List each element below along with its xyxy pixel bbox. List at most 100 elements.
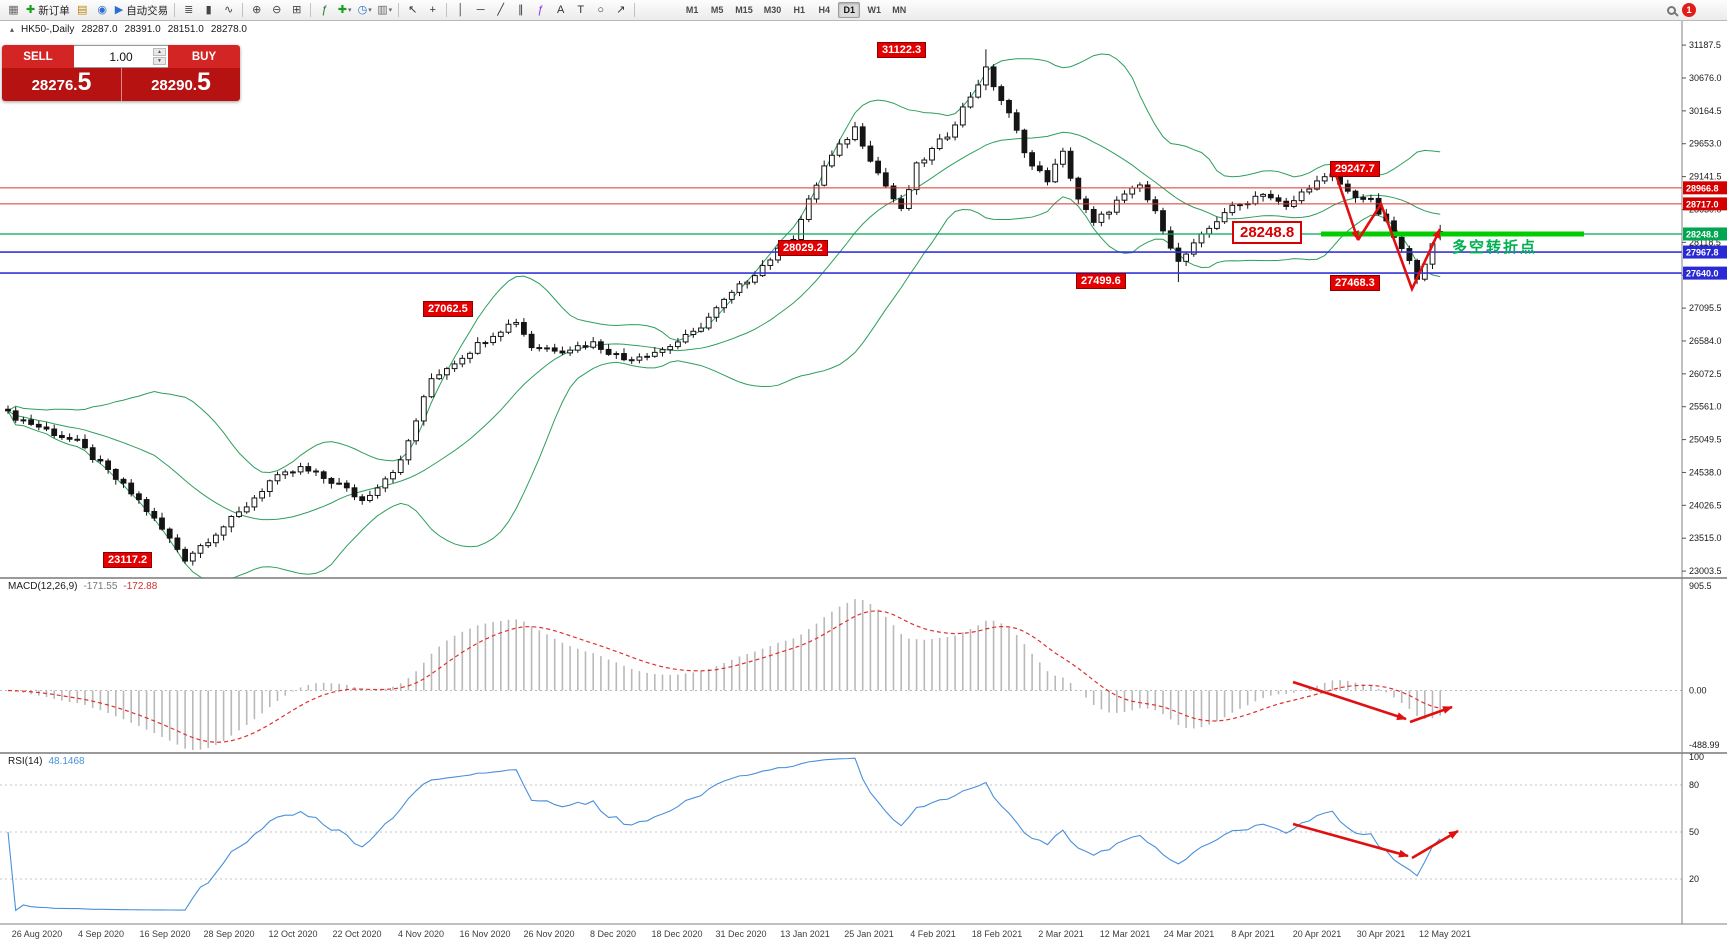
bollinger-middle-line [7, 131, 1441, 521]
fibonacci-button[interactable]: ƒ [531, 1, 550, 19]
toolbar-separator [174, 3, 176, 17]
text-icon: A [557, 3, 565, 16]
highlighted-price-label[interactable]: 28248.8 [1232, 221, 1303, 244]
svg-text:23515.0: 23515.0 [1689, 533, 1722, 543]
arrows-tool-button[interactable]: ↗ [611, 1, 630, 19]
horizontal-line-button[interactable]: ─ [471, 1, 490, 19]
svg-text:25 Jan 2021: 25 Jan 2021 [844, 929, 894, 939]
trendline-button[interactable]: ╱ [491, 1, 510, 19]
svg-text:25049.5: 25049.5 [1689, 435, 1722, 445]
search-button[interactable] [1662, 1, 1681, 19]
tile-windows-button[interactable]: ⊞ [287, 1, 306, 19]
timeframe-button-m30[interactable]: M30 [763, 5, 782, 15]
notification-badge[interactable]: 1 [1682, 3, 1696, 17]
svg-text:31187.5: 31187.5 [1689, 40, 1721, 50]
text-label-button[interactable]: T [571, 1, 590, 19]
price-axis[interactable]: 31187.530676.030164.529653.029141.528630… [1681, 21, 1727, 924]
svg-text:20: 20 [1689, 874, 1699, 884]
price-callout-label[interactable]: 31122.3 [877, 42, 927, 58]
turning-point-label[interactable]: 多空转折点 [1452, 239, 1538, 256]
candlestick-chart-button[interactable]: ▮ [199, 1, 218, 19]
price-callout-label[interactable]: 27499.6 [1076, 273, 1126, 289]
dropdown-arrow-icon: ▾ [388, 7, 393, 14]
ohlc-low: 28151.0 [167, 24, 204, 35]
templates-dropdown-button[interactable]: ▥ ▾ [375, 1, 394, 19]
volume-up-icon[interactable]: ▲ [153, 48, 166, 56]
svg-text:13 Jan 2021: 13 Jan 2021 [780, 929, 830, 939]
autotrading-button[interactable]: ▶ 自动交易 [113, 1, 170, 19]
autotrading-button: ▶ [114, 3, 124, 16]
line-chart-icon: ∿ [224, 3, 234, 16]
volume-value: 1.00 [109, 49, 133, 64]
svg-text:26 Nov 2020: 26 Nov 2020 [523, 929, 574, 939]
text-button[interactable]: A [551, 1, 570, 19]
svg-text:4 Feb 2021: 4 Feb 2021 [910, 929, 956, 939]
timeframe-button-mn[interactable]: MN [892, 5, 907, 15]
trend-arrows[interactable] [1292, 171, 1459, 860]
buy-button[interactable]: BUY [168, 45, 240, 68]
volume-down-icon[interactable]: ▼ [153, 57, 166, 65]
sell-price[interactable]: 28276. 5 [31, 68, 92, 96]
timeframe-button-m1[interactable]: M1 [685, 5, 699, 15]
svg-text:16 Nov 2020: 16 Nov 2020 [459, 929, 510, 939]
periods-dropdown-button[interactable]: ◷ ▾ [355, 1, 374, 19]
svg-text:28 Sep 2020: 28 Sep 2020 [203, 929, 254, 939]
timeframe-button-m15[interactable]: M15 [735, 5, 753, 15]
new-order-button[interactable]: ✚ 新订单 [24, 1, 72, 19]
rsi-line [7, 757, 1441, 912]
timeframe-button-m5[interactable]: M5 [710, 5, 724, 15]
price-callout-label[interactable]: 23117.2 [103, 552, 153, 568]
price-callout-label[interactable]: 28029.2 [778, 240, 828, 256]
templates-dropdown-icon: ▥ [377, 3, 388, 16]
line-chart-button[interactable]: ∿ [219, 1, 238, 19]
timeframe-button-h1[interactable]: H1 [793, 5, 805, 15]
crosshair-icon: + [429, 3, 436, 16]
new-chart-icon: ▦ [8, 3, 19, 16]
price-callout-label[interactable]: 29247.7 [1330, 161, 1380, 177]
tile-windows-icon: ⊞ [292, 3, 302, 16]
svg-text:22 Oct 2020: 22 Oct 2020 [332, 929, 381, 939]
trendline-icon: ╱ [497, 3, 504, 16]
new-chart-button[interactable]: ▦ [4, 1, 23, 19]
svg-text:30164.5: 30164.5 [1689, 106, 1722, 116]
indicators-button[interactable]: ƒ [315, 1, 334, 19]
timeframe-button-w1[interactable]: W1 [867, 5, 881, 15]
sell-button[interactable]: SELL [2, 45, 74, 68]
timeframe-button-h4[interactable]: H4 [818, 5, 830, 15]
chart-profiles-icon: ▤ [77, 3, 88, 16]
chart-profiles-button[interactable]: ▤ [73, 1, 92, 19]
add-indicator-dropdown-button[interactable]: ✚ ▾ [335, 1, 354, 19]
macd-main-value: -171.55 [83, 581, 118, 592]
toolbar-separator [398, 3, 400, 17]
one-click-trading-panel: SELL 1.00 ▲ ▼ BUY 28276. 5 28290. 5 [2, 45, 240, 101]
svg-text:12 Oct 2020: 12 Oct 2020 [268, 929, 317, 939]
svg-text:8 Apr 2021: 8 Apr 2021 [1231, 929, 1275, 939]
bar-chart-button[interactable]: ≣ [179, 1, 198, 19]
zoom-in-icon: ⊕ [252, 3, 262, 16]
price-callout-label[interactable]: 27062.5 [423, 301, 473, 317]
ohlc-close: 28278.0 [210, 24, 247, 35]
time-axis[interactable]: 26 Aug 2020 4 Sep 2020 16 Sep 2020 28 Sep 2… [12, 929, 1471, 939]
volume-stepper[interactable]: ▲ ▼ [153, 48, 166, 65]
channel-button[interactable]: ∥ [511, 1, 530, 19]
channel-icon: ∥ [517, 3, 524, 16]
shapes-button[interactable]: ○ [591, 1, 610, 19]
svg-text:28966.8: 28966.8 [1686, 183, 1719, 193]
vertical-line-button[interactable]: │ [451, 1, 470, 19]
zoom-out-button[interactable]: ⊖ [267, 1, 286, 19]
svg-text:4 Nov 2020: 4 Nov 2020 [398, 929, 444, 939]
buy-price[interactable]: 28290. 5 [121, 68, 240, 101]
vertical-line-icon: │ [457, 3, 465, 16]
zoom-in-button[interactable]: ⊕ [247, 1, 266, 19]
timeframe-button-d1[interactable]: D1 [838, 2, 861, 18]
market-watch-button[interactable]: ◉ [93, 1, 112, 19]
volume-field[interactable]: 1.00 ▲ ▼ [74, 45, 168, 68]
price-callout-label[interactable]: 27468.3 [1330, 275, 1380, 291]
svg-text:18 Dec 2020: 18 Dec 2020 [651, 929, 702, 939]
cursor-button[interactable]: ↖ [403, 1, 422, 19]
macd-signal-value: -172.88 [123, 581, 158, 592]
macd-axis-zero: 0.00 [1689, 686, 1707, 696]
shapes-icon: ○ [597, 3, 605, 16]
crosshair-button[interactable]: + [423, 1, 442, 19]
